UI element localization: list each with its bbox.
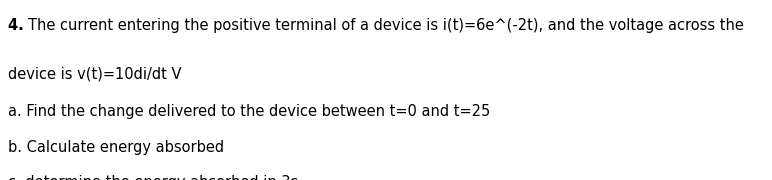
Text: device is v(t)=10di/dt V: device is v(t)=10di/dt V <box>8 67 181 82</box>
Text: a. Find the change delivered to the device between t=0 and t=25: a. Find the change delivered to the devi… <box>8 104 490 119</box>
Text: The current entering the positive terminal of a device is i(t)=6e^(-2t), and the: The current entering the positive termin… <box>28 18 743 33</box>
Text: c. determine the energy absorbed in 3s: c. determine the energy absorbed in 3s <box>8 175 298 180</box>
Text: b. Calculate energy absorbed: b. Calculate energy absorbed <box>8 140 224 155</box>
Text: 4.: 4. <box>8 18 29 33</box>
